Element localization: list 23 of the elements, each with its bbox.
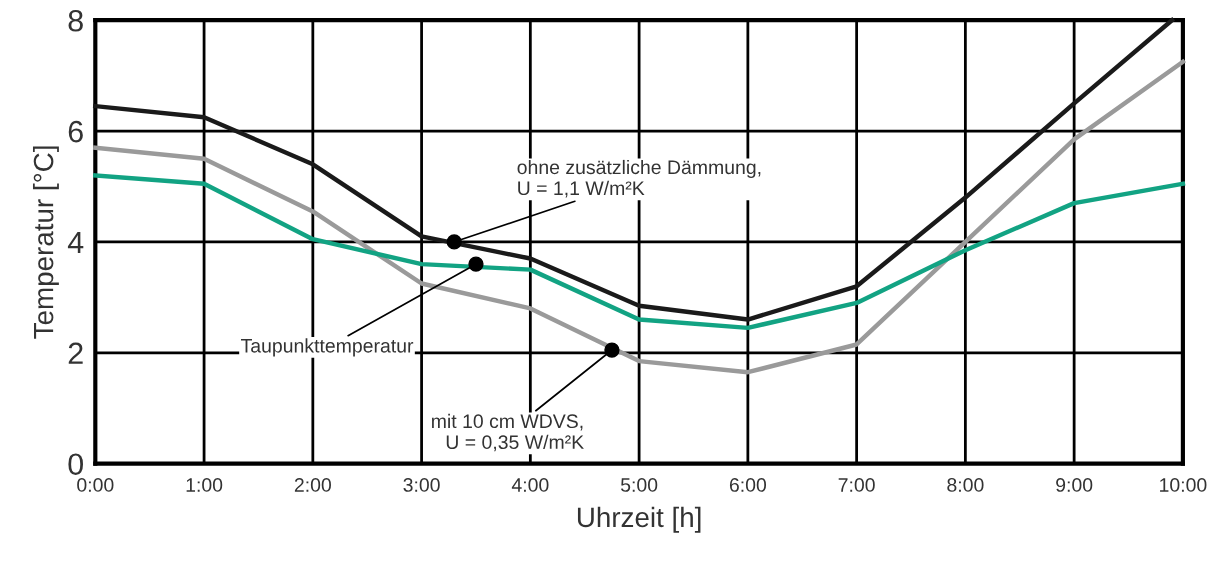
- x-tick-label: 2:00: [294, 478, 331, 492]
- x-axis-title: Uhrzeit [h]: [577, 506, 701, 533]
- x-tick-label: 5:00: [620, 478, 658, 492]
- x-tick-label: 8:00: [947, 478, 984, 492]
- x-tick-label: 7:00: [838, 478, 875, 492]
- x-tick-label: 10:00: [1160, 478, 1207, 492]
- line-series: [93, 59, 1186, 375]
- x-tick-label: 6:00: [729, 478, 767, 492]
- x-tick-label: 1:00: [186, 478, 223, 492]
- annotation: Taupunkttemperatur: [240, 338, 414, 357]
- x-tick-label: 3:00: [403, 478, 440, 492]
- x-tick-label: 0:00: [77, 478, 114, 492]
- y-axis-title: Temperatur [°C]: [32, 146, 59, 339]
- y-tick-label: 6: [68, 120, 83, 143]
- x-tick-label: 9:00: [1056, 478, 1093, 492]
- y-tick-label: 2: [68, 342, 83, 364]
- annotation: mit 10 cm WDVS, U = 0,35 W/m²K: [432, 413, 584, 452]
- annotation: ohne zusätzliche Dämmung, U = 1,1 W/m²K: [517, 159, 761, 198]
- y-tick-label: 0: [68, 453, 84, 476]
- y-tick-label: 8: [68, 9, 83, 32]
- x-tick-label: 4:00: [511, 478, 549, 492]
- line-series: [93, 17, 1175, 322]
- y-tick-label: 4: [67, 231, 84, 253]
